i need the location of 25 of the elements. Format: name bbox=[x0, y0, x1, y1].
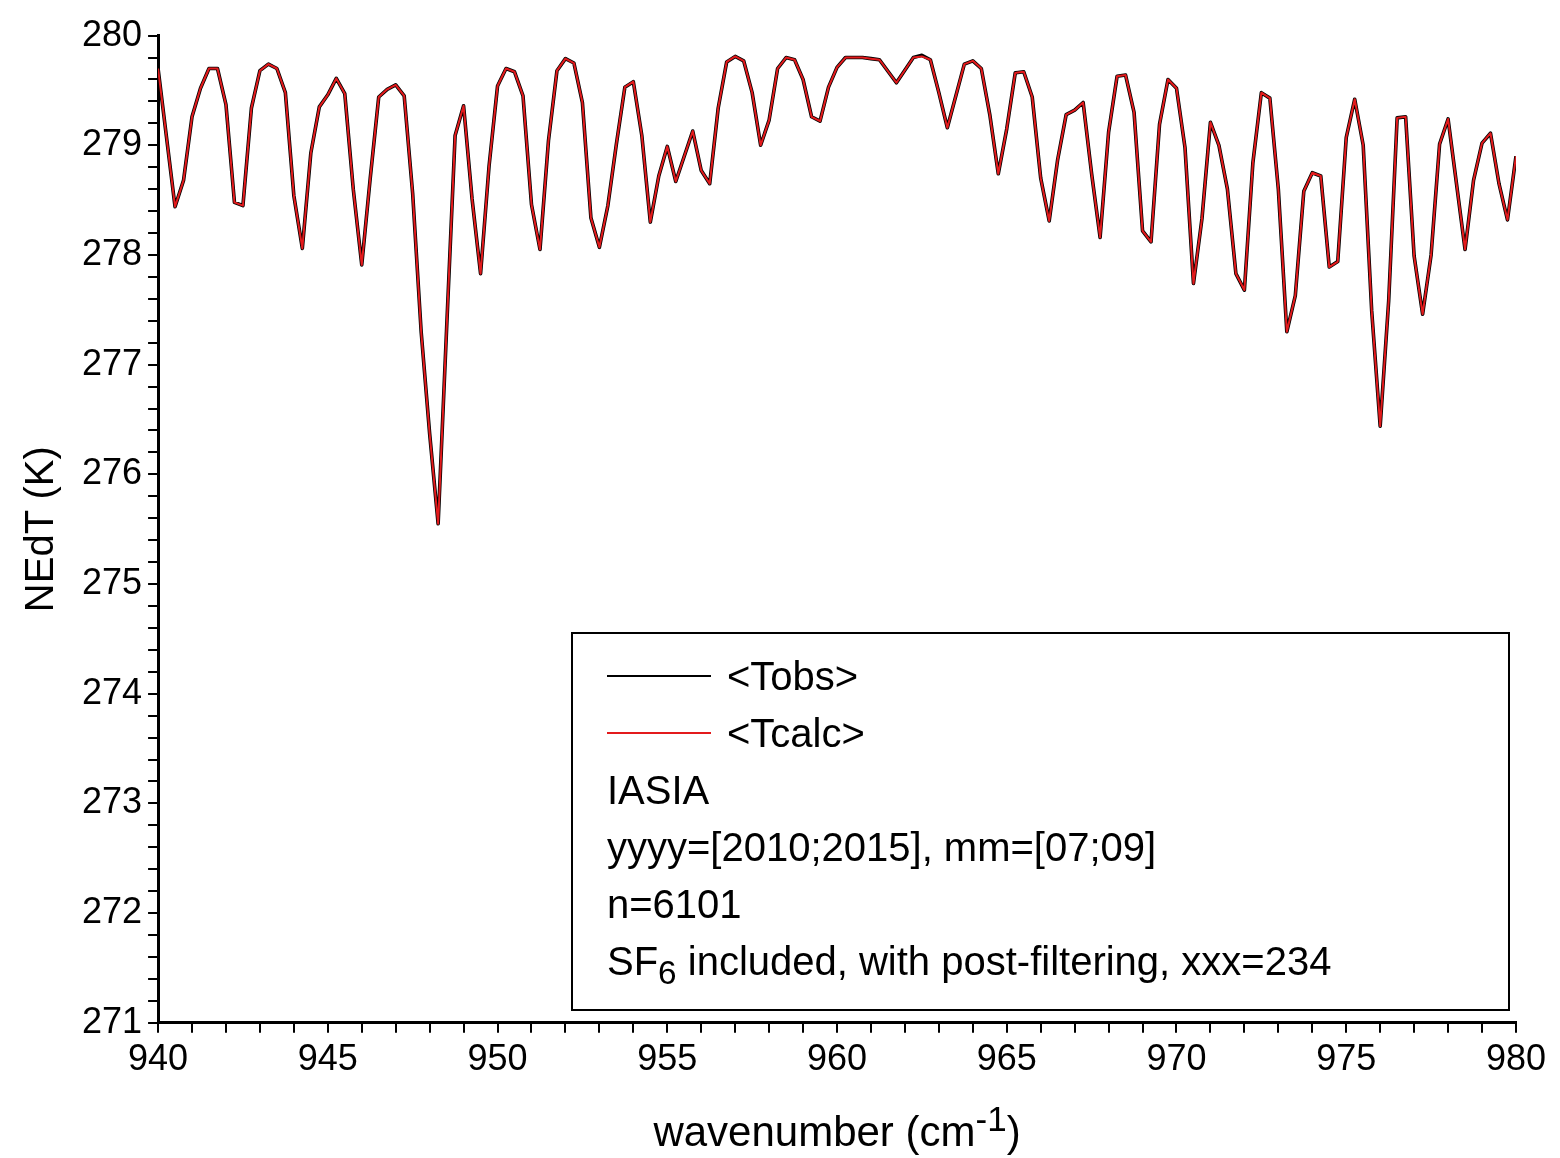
annotation: SF$_{6}$ included, with post-filtering, xxx=234 bbox=[606, 937, 1333, 993]
x-tick-label: 945 bbox=[297, 1037, 358, 1079]
annotation: yyyy=[2010;2015], mm=[07;09] bbox=[606, 823, 1158, 871]
x-tick-label: 960 bbox=[806, 1037, 868, 1079]
y-tick-label: 276 bbox=[81, 451, 143, 493]
legend-label: <Tobs> bbox=[726, 652, 859, 700]
annotation: IASIA bbox=[606, 766, 711, 814]
annotation: n=6101 bbox=[606, 880, 743, 928]
y-axis-title: NEdT (K) bbox=[17, 446, 62, 613]
y-tick-label: 277 bbox=[81, 341, 143, 383]
x-tick-label: 955 bbox=[637, 1037, 698, 1079]
x-tick-label: 965 bbox=[976, 1037, 1037, 1079]
x-tick-label: 950 bbox=[467, 1037, 528, 1079]
y-tick-label: 274 bbox=[81, 670, 143, 712]
y-tick-label: 272 bbox=[81, 890, 143, 932]
y-tick-label: 275 bbox=[81, 560, 143, 602]
x-tick-label: 970 bbox=[1146, 1037, 1207, 1079]
y-tick-label: 273 bbox=[81, 780, 143, 822]
y-tick-label: 279 bbox=[81, 122, 143, 164]
x-tick-label: 975 bbox=[1316, 1037, 1377, 1079]
x-axis-title: wavenumber (cm$^{-1}$) bbox=[652, 1098, 1022, 1157]
y-tick-label: 280 bbox=[81, 12, 143, 54]
y-tick-label: 278 bbox=[81, 231, 143, 273]
legend-label: <Tcalc> bbox=[726, 709, 865, 757]
x-tick-label: 980 bbox=[1485, 1037, 1547, 1079]
